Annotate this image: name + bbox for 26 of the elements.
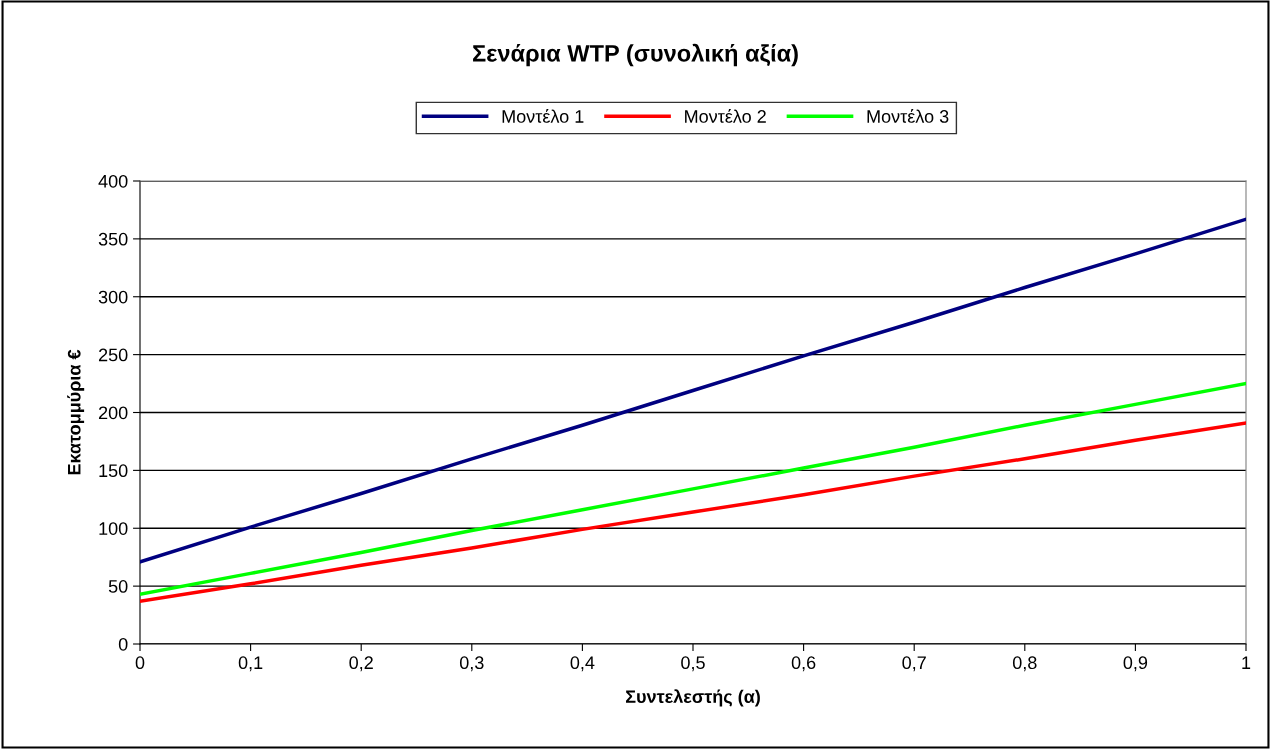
y-tick-label: 50	[108, 580, 128, 593]
y-tick-label: 300	[98, 290, 128, 304]
y-axis-title: Εκατομμύρια €	[67, 349, 85, 475]
y-tick-label: 400	[98, 174, 128, 188]
x-tick-label: 0,9	[1123, 656, 1148, 672]
y-tick-label: 350	[98, 232, 128, 246]
x-tick-label: 0,5	[681, 656, 705, 672]
y-tick-label: 150	[99, 464, 128, 478]
y-tick-label: 100	[99, 522, 128, 535]
x-tick-label: 1	[1242, 656, 1251, 669]
x-tick-label: 0,1	[238, 656, 263, 672]
legend-label: Μοντέλο 3	[867, 109, 949, 123]
x-tick-label: 0,4	[570, 656, 595, 672]
x-tick-label: 0,7	[902, 656, 926, 672]
chart-title: Σενάρια WTP (συνολική αξία)	[473, 43, 798, 67]
y-tick-label: 200	[98, 406, 128, 420]
x-tick-label: 0,3	[459, 656, 484, 672]
legend-label: Μοντέλο 2	[685, 109, 766, 123]
y-tick-label: 0	[118, 637, 128, 651]
x-tick-label: 0,2	[349, 656, 373, 672]
x-tick-label: 0,8	[1012, 656, 1037, 672]
y-tick-label: 250	[98, 348, 128, 362]
x-tick-label: 0,6	[791, 656, 816, 672]
legend-label: Μοντέλο 1	[502, 109, 584, 123]
x-tick-label: 0	[135, 656, 145, 670]
x-axis-title: Συντελεστής (α)	[626, 689, 760, 707]
